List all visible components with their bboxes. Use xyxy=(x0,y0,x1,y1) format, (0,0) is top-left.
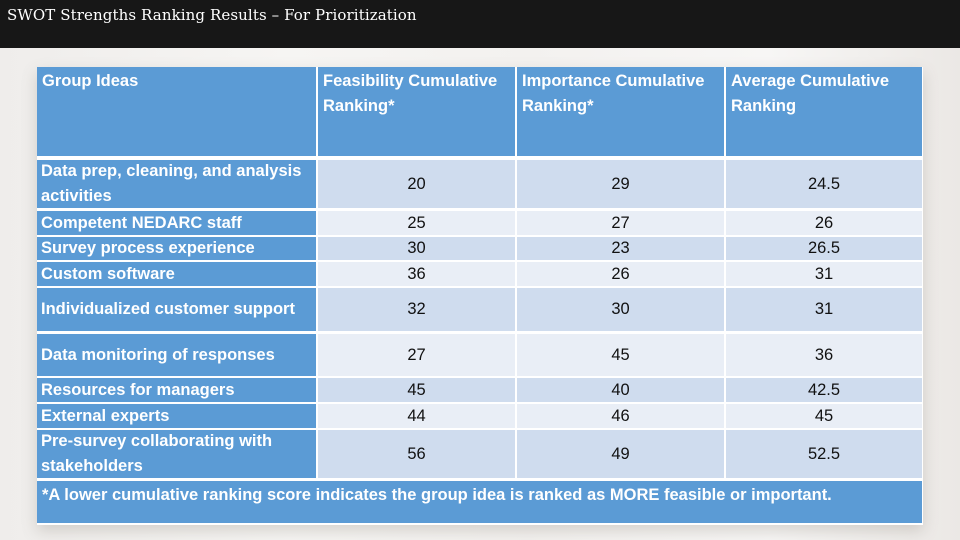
average-value: 24.5 xyxy=(726,160,922,208)
average-value: 26.5 xyxy=(726,237,922,260)
table-row-idea: Competent NEDARC staff xyxy=(37,211,316,235)
average-value: 31 xyxy=(726,288,922,331)
average-value: 52.5 xyxy=(726,430,922,478)
importance-value: 30 xyxy=(517,288,724,331)
importance-value: 27 xyxy=(517,211,724,235)
feasibility-value: 27 xyxy=(318,334,515,376)
table-row-idea: Resources for managers xyxy=(37,378,316,402)
header-feasibility: Feasibility Cumulative Ranking* xyxy=(318,67,515,156)
table-row-idea: Survey process experience xyxy=(37,237,316,260)
average-value: 26 xyxy=(726,211,922,235)
feasibility-value: 25 xyxy=(318,211,515,235)
header-average: Average Cumulative Ranking xyxy=(726,67,922,156)
feasibility-value: 20 xyxy=(318,160,515,208)
title-bar: SWOT Strengths Ranking Results – For Pri… xyxy=(0,0,960,48)
feasibility-value: 45 xyxy=(318,378,515,402)
table-row-idea: Data monitoring of responses xyxy=(37,334,316,376)
table-row-idea: Data prep, cleaning, and analysis activi… xyxy=(37,160,316,208)
table-row-idea: External experts xyxy=(37,404,316,428)
table-row-idea: Custom software xyxy=(37,262,316,286)
importance-value: 40 xyxy=(517,378,724,402)
table-row-idea: Pre-survey collaborating with stakeholde… xyxy=(37,430,316,478)
importance-value: 49 xyxy=(517,430,724,478)
importance-value: 26 xyxy=(517,262,724,286)
importance-value: 45 xyxy=(517,334,724,376)
header-importance: Importance Cumulative Ranking* xyxy=(517,67,724,156)
feasibility-value: 32 xyxy=(318,288,515,331)
slide-title: SWOT Strengths Ranking Results – For Pri… xyxy=(7,6,417,24)
table-footnote: *A lower cumulative ranking score indica… xyxy=(37,481,922,523)
feasibility-value: 56 xyxy=(318,430,515,478)
importance-value: 23 xyxy=(517,237,724,260)
feasibility-value: 36 xyxy=(318,262,515,286)
header-group-ideas: Group Ideas xyxy=(37,67,316,156)
importance-value: 46 xyxy=(517,404,724,428)
average-value: 31 xyxy=(726,262,922,286)
importance-value: 29 xyxy=(517,160,724,208)
average-value: 42.5 xyxy=(726,378,922,402)
feasibility-value: 44 xyxy=(318,404,515,428)
table-row-idea: Individualized customer support xyxy=(37,288,316,331)
average-value: 45 xyxy=(726,404,922,428)
rankings-table: Group Ideas Feasibility Cumulative Ranki… xyxy=(37,67,923,525)
average-value: 36 xyxy=(726,334,922,376)
feasibility-value: 30 xyxy=(318,237,515,260)
